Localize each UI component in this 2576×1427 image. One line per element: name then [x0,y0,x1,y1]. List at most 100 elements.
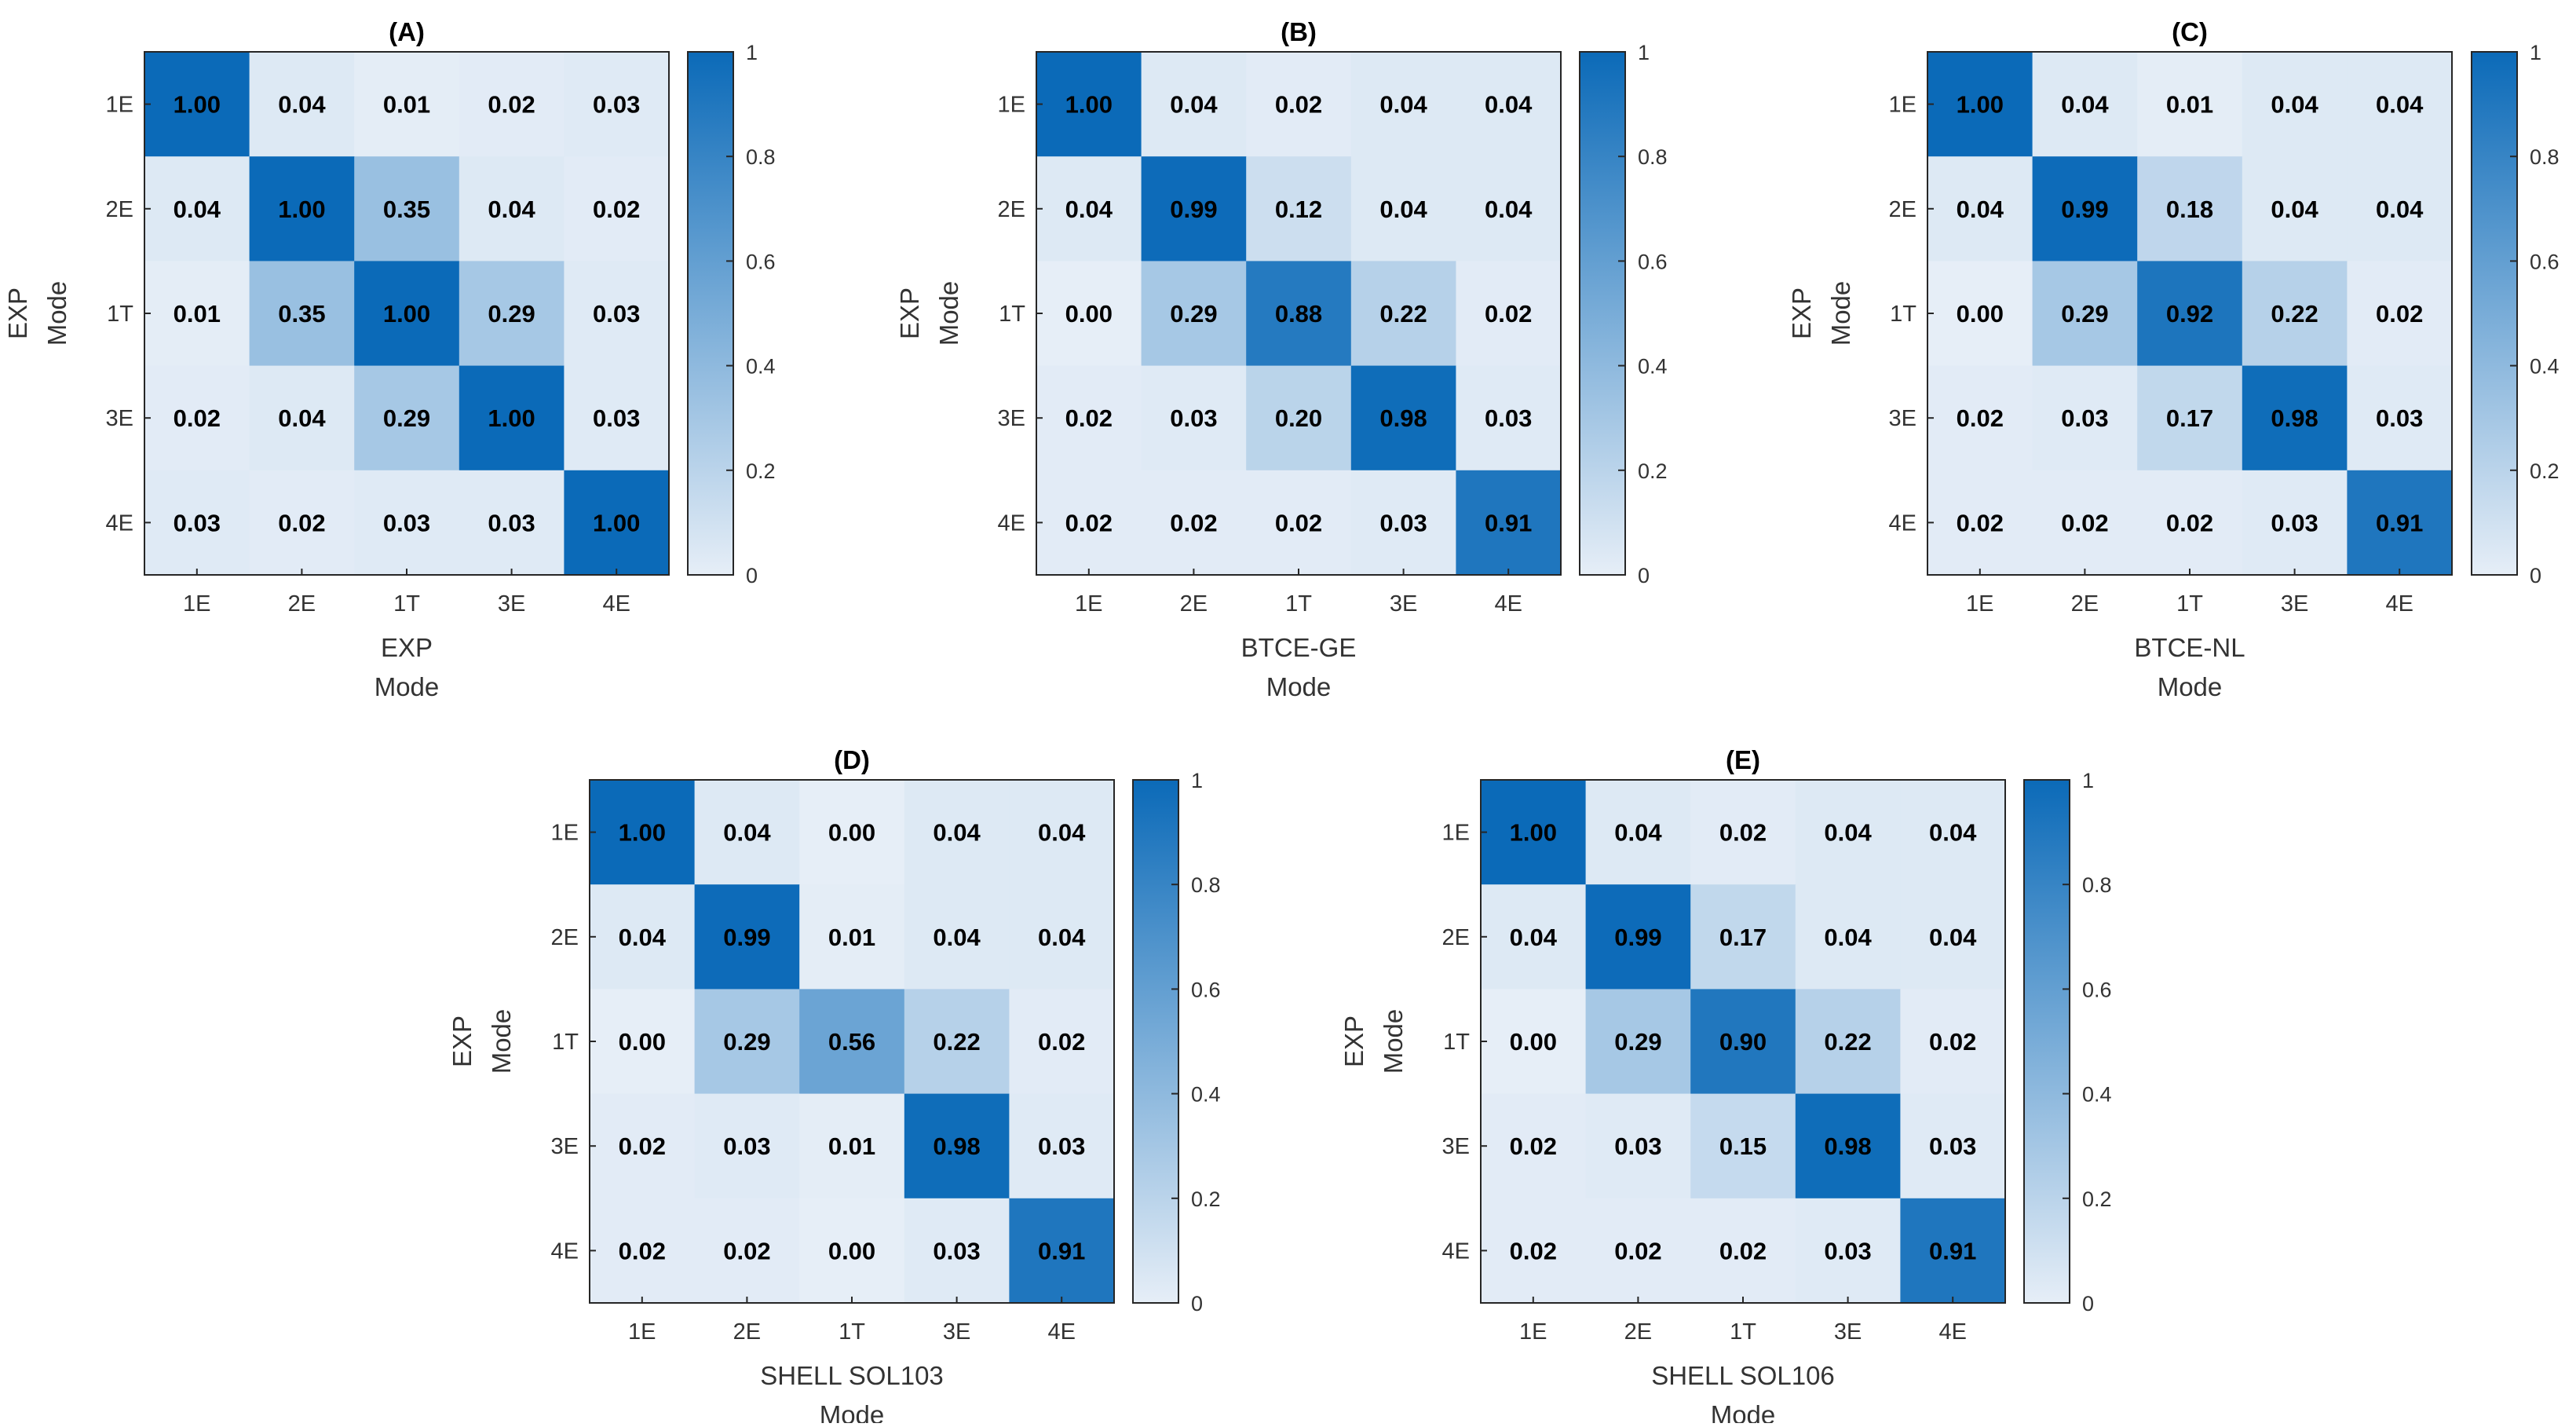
cell-value-label: 0.02 [174,404,221,432]
heatmap-cell [590,1093,696,1199]
cell-value-label: 0.03 [593,300,640,327]
x-tick-label: 1E [1519,1319,1547,1345]
cell-value-label: 0.03 [383,509,430,536]
colorbar-tick-label: 0 [1638,564,1650,587]
y-tick-label: 3E [1442,1134,1470,1159]
cell-value-label: 0.04 [619,924,667,951]
heatmap-cell [904,1198,1010,1304]
cell-value-label: 0.00 [1065,300,1113,327]
cell-value-label: 0.29 [488,300,535,327]
heatmap-cell [2137,52,2243,157]
y-tick-label: 2E [106,197,133,222]
heatmap-cell [1456,470,1562,576]
cell-value-label: 0.04 [1929,819,1977,847]
cell-value-label: 0.04 [1379,91,1427,119]
cell-value-label: 0.98 [1824,1132,1871,1160]
y-tick-label: 1E [551,821,579,846]
heatmap-cell [2137,156,2243,262]
panel-2: (B) 1.00 0.04 0.02 0.04 0.04 0.04 0.99 0.12 0.04 0… [895,17,1668,701]
cell-value-label: 1.00 [1510,819,1557,847]
heatmap-cell [1690,884,1796,990]
cell-value-label: 0.01 [828,924,875,951]
cell-value-label: 0.03 [1379,509,1427,536]
x-tick-label: 1T [839,1319,865,1345]
colorbar-tick-label: 0.4 [1191,1083,1221,1107]
heatmap-cell [1036,470,1142,576]
cell-value-label: 0.91 [1929,1237,1976,1264]
panel-4: (D) 1.00 0.04 0.00 0.04 0.04 0.04 0.99 0.01 0.04 0… [448,745,1221,1427]
heatmap-cell [1009,780,1115,885]
heatmap-cell [144,365,250,471]
y-axis-label: Mode [934,281,963,346]
heatmap-cell [1927,156,2033,262]
cell-value-label: 0.03 [1929,1132,1976,1160]
cell-value-label: 0.02 [488,91,535,119]
cell-value-label: 0.00 [619,1028,666,1056]
heatmap-cell [1246,470,1352,576]
cell-value-label: 0.02 [1275,509,1322,536]
cell-value-label: 0.04 [723,819,771,847]
heatmap-cell [1481,1198,1587,1304]
panel-3: (C) 1.00 0.04 0.01 0.04 0.04 0.04 0.99 0.18 0.04 0… [1787,17,2560,701]
cell-value-label: 0.02 [1957,404,2004,432]
heatmap-cell [799,989,905,1095]
heatmap-cell [249,261,355,367]
y-axis-label: EXP [895,287,924,339]
colorbar [1132,779,1179,1304]
heatmap-cell [2347,261,2453,367]
heatmap-cell [1481,884,1587,990]
x-tick-label: 3E [498,591,525,617]
cell-value-label: 0.03 [1485,404,1532,432]
y-tick-label: 2E [551,925,579,950]
cell-value-label: 0.29 [1170,300,1217,327]
cell-value-label: 0.03 [593,404,640,432]
heatmap-cell [1141,470,1247,576]
cell-value-label: 0.02 [278,509,325,536]
colorbar-tick-label: 0.6 [1191,978,1221,1001]
y-tick-label: 4E [1889,510,1916,536]
cell-value-label: 0.35 [278,300,325,327]
colorbar-tick-label: 1 [1191,769,1203,792]
heatmap-cell [590,989,696,1095]
heatmap-cell [1036,365,1142,471]
heatmap-cell [1350,261,1456,367]
cell-value-label: 0.04 [1170,91,1218,119]
y-axis-label: Mode [487,1009,516,1074]
heatmap-cell [1009,989,1115,1095]
cell-value-label: 0.99 [2061,196,2108,223]
cell-value-label: 0.04 [1957,196,2004,223]
cell-value-label: 0.04 [1824,924,1872,951]
cell-value-label: 1.00 [383,300,430,327]
colorbar-tick-label: 0.6 [2530,250,2560,273]
x-axis-label: EXP [381,633,433,662]
cell-value-label: 0.02 [1485,300,1532,327]
heatmap-cell [694,1093,800,1199]
heatmap-cell [564,156,670,262]
heatmap-cell [2032,156,2138,262]
colorbar [687,51,734,576]
colorbar-tick-label: 0.2 [2082,1187,2112,1211]
colorbar-tick-label: 0.2 [1638,459,1668,483]
cell-value-label: 1.00 [278,196,325,223]
heatmap-cell [1036,156,1142,262]
heatmap-cell [2032,365,2138,471]
y-tick-label: 2E [998,197,1025,222]
cell-value-label: 0.02 [1614,1237,1661,1264]
cell-value-label: 0.88 [1275,300,1322,327]
cell-value-label: 0.04 [1485,91,1533,119]
x-tick-label: 1E [1075,591,1102,617]
cell-value-label: 0.03 [1824,1237,1871,1264]
cell-value-label: 0.02 [619,1237,666,1264]
colorbar [1579,51,1626,576]
cell-value-label: 0.01 [174,300,221,327]
colorbar-tick-label: 0.6 [1638,250,1668,273]
cell-value-label: 0.02 [1038,1028,1085,1056]
heatmap-cell [1246,261,1352,367]
cell-value-label: 0.99 [1170,196,1217,223]
panel-title: (A) [389,17,425,46]
colorbar-tick-label: 0 [2082,1292,2094,1315]
y-tick-label: 1E [998,93,1025,118]
heatmap-cell [1036,261,1142,367]
cell-value-label: 1.00 [1065,91,1113,119]
heatmap-cell [354,365,460,471]
